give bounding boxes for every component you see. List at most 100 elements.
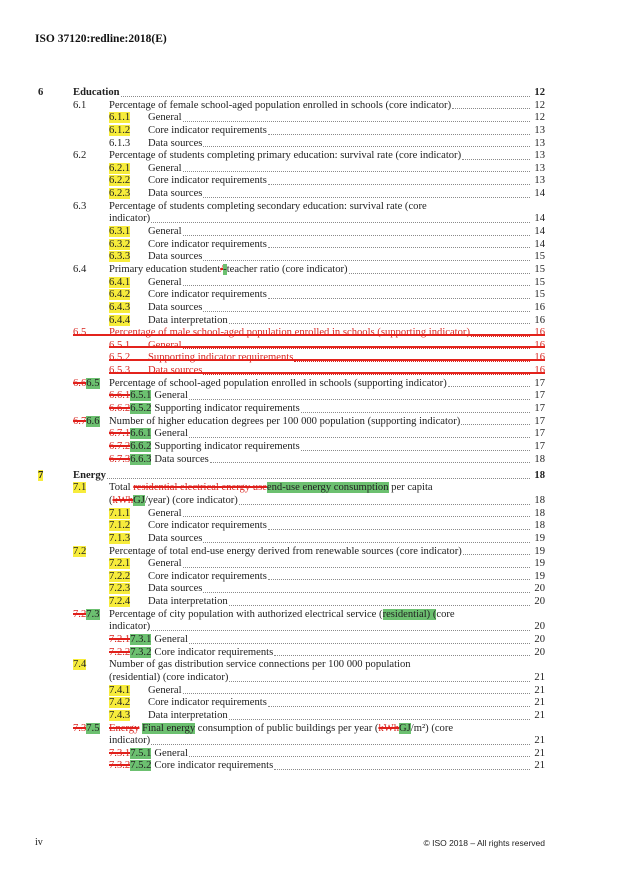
toc-entry[interactable]: 7.2 Percentage of total end-use energy de… [0,545,620,559]
toc-entry[interactable]: 6.3 Percentage of students completing sec… [0,201,620,214]
toc-entry[interactable]: 7.4.2 Core indicator requirements 21 [0,697,620,710]
toc-entry[interactable]: 6.6.16.5.1 General 17 [0,390,620,403]
toc-entry[interactable]: 6.66.5 Percentage of school-aged populati… [0,377,620,391]
toc-entry-continuation[interactable]: (residential) (core indicator) 21 [0,672,620,685]
section-title: (kWhGJ/year) (core indicator) [109,494,238,508]
toc-entry[interactable]: 6.4.4 Data interpretation 16 [0,314,620,328]
toc-entry[interactable]: 6.3.2 Core indicator requirements 14 [0,238,620,252]
toc-entry[interactable]: 7.1 Total residential electrical energy u… [0,482,620,495]
toc-entry[interactable]: 7.1.3 Data sources 19 [0,532,620,546]
toc-entry[interactable]: 6.1 Percentage of female school-aged popu… [0,100,620,113]
toc-entry[interactable]: 6.7.16.6.1 General 17 [0,428,620,441]
toc-entry[interactable]: 6.2.3 Data sources 14 [0,188,620,201]
toc-entry[interactable]: 7.3.17.5.1 General 21 [0,747,620,761]
section-number: 6.2.3 [109,188,148,201]
number-text: 6.4 [73,263,87,275]
toc-entry[interactable]: 6.3.3 Data sources 15 [0,251,620,264]
highlighted-text: 6.3.3 [109,251,131,263]
toc-entry-continuation[interactable]: indicator) 21 [0,735,620,748]
title-text: Data sources [148,137,203,149]
toc-entry[interactable]: 6.5.3 Data sources 16 [0,365,620,378]
section-title: General [154,428,188,441]
toc-entry-continuation[interactable]: indicator) 14 [0,213,620,226]
toc-entry[interactable]: 7.27.3 Percentage of city population with… [0,608,620,622]
toc-entry[interactable]: 6.5 Percentage of male school-aged popula… [0,327,620,340]
toc-entry[interactable]: 6.4.3 Data sources 16 [0,301,620,315]
toc-entry[interactable]: 7.1.1 General 18 [0,507,620,521]
toc-entry[interactable]: 7.2.2 Core indicator requirements 19 [0,570,620,584]
section-number: 6.1 [73,100,109,113]
toc-entry[interactable]: 7.4.1 General 21 [0,684,620,698]
toc-entry[interactable]: 6.7.26.6.2 Supporting indicator requireme… [0,440,620,454]
dot-leader [267,133,530,135]
page-number-ref: 14 [534,188,545,200]
page-number-ref: 20 [534,583,545,595]
dot-leader [267,528,530,530]
toc-entry-continuation[interactable]: indicator) 20 [0,621,620,634]
section-number: 6.4.4 [109,314,148,328]
deleted-text: 7.2.1 [109,634,131,646]
page-number-ref: 16 [534,314,545,326]
title-text: /year) (core indicator) [144,494,238,506]
dot-leader [267,184,530,186]
toc-entry[interactable]: 7.3.27.5.2 Core indicator requirements 21 [0,760,620,773]
title-text: General [154,428,188,440]
toc-entry[interactable]: 7 Energy 18 [0,469,620,483]
toc-entry[interactable]: 6.5.1 General 16 [0,340,620,353]
dot-leader [228,718,530,720]
highlighted-text: 6.4.4 [109,314,131,326]
dot-leader [182,120,530,122]
toc-entry[interactable]: 6.4.2 Core indicator requirements 15 [0,289,620,302]
toc-entry[interactable]: 7.4 Number of gas distribution service co… [0,659,620,672]
dot-leader [182,693,530,695]
section-number: 6.3.1 [109,226,148,239]
toc-entry[interactable]: 6.5.2 Supporting indicator requirements 16 [0,352,620,365]
section-number: 7.3.27.5.2 [109,760,152,773]
toc-entry[interactable]: 6 Education 12 [0,87,620,100]
page-number-ref: 12 [534,86,545,98]
toc-entry[interactable]: 6.1.1 General 12 [0,112,620,125]
toc-entry[interactable]: 7.37.5 Energy Final energy consumption of… [0,722,620,736]
number-text: 6.1 [73,99,87,111]
toc-entry[interactable]: 6.3.1 General 14 [0,226,620,239]
toc-entry[interactable]: 6.6.26.5.2 Supporting indicator requireme… [0,403,620,416]
toc-entry[interactable]: 7.4.3 Data interpretation 21 [0,709,620,723]
toc-entry[interactable]: 6.1.2 Core indicator requirements 13 [0,124,620,138]
section-number: 6.2 [73,150,109,163]
section-title: Data sources [154,454,208,467]
dot-leader [106,478,530,480]
dot-leader [452,108,530,110]
section-number: 6.7.36.6.3 [109,453,152,467]
toc-entry[interactable]: 7.2.17.3.1 General 20 [0,634,620,647]
dot-leader [188,756,530,758]
toc-entry-continuation[interactable]: (kWhGJ/year) (core indicator) 18 [0,494,620,508]
section-number: 6.66.5 [73,377,109,391]
dot-leader [203,541,530,543]
toc-entry[interactable]: 7.2.27.3.2 Core indicator requirements 20 [0,646,620,660]
section-title: Core indicator requirements [148,520,267,533]
dot-leader [188,436,530,438]
highlighted-text: 7.4.1 [109,684,131,696]
page-number-ref: 17 [534,390,545,402]
toc-entry[interactable]: 6.1.3 Data sources 13 [0,138,620,151]
toc-entry[interactable]: 6.7.36.6.3 Data sources 18 [0,453,620,467]
toc-entry[interactable]: 7.2.1 General 19 [0,558,620,571]
highlighted-text: 7.1 [73,482,87,494]
toc-entry[interactable]: 6.2.1 General 13 [0,162,620,176]
section-title: Core indicator requirements [148,697,267,710]
toc-entry[interactable]: 7.2.3 Data sources 20 [0,583,620,596]
toc-entry[interactable]: 6.2.2 Core indicator requirements 13 [0,175,620,188]
toc-entry[interactable]: 7.2.4 Data interpretation 20 [0,596,620,609]
toc-entry[interactable]: 6.76.6 Number of higher education degrees… [0,415,620,429]
toc-entry[interactable]: 6.2 Percentage of students completing pri… [0,150,620,163]
page-number-ref: 21 [534,747,545,759]
highlighted-text: 6.2.3 [109,188,131,200]
section-title: Percentage of students completing second… [109,201,427,214]
toc-entry[interactable]: 6.4 Primary education student/-teacher ra… [0,263,620,277]
section-number: 7.2.1 [109,558,148,571]
toc-entry[interactable]: 6.4.1 General 15 [0,276,620,290]
highlighted-text: 7.4 [73,659,87,671]
highlighted-text: 7.4.3 [109,709,131,721]
toc-entry[interactable]: 7.1.2 Core indicator requirements 18 [0,520,620,533]
title-text: Percentage of city population with autho… [109,608,383,620]
